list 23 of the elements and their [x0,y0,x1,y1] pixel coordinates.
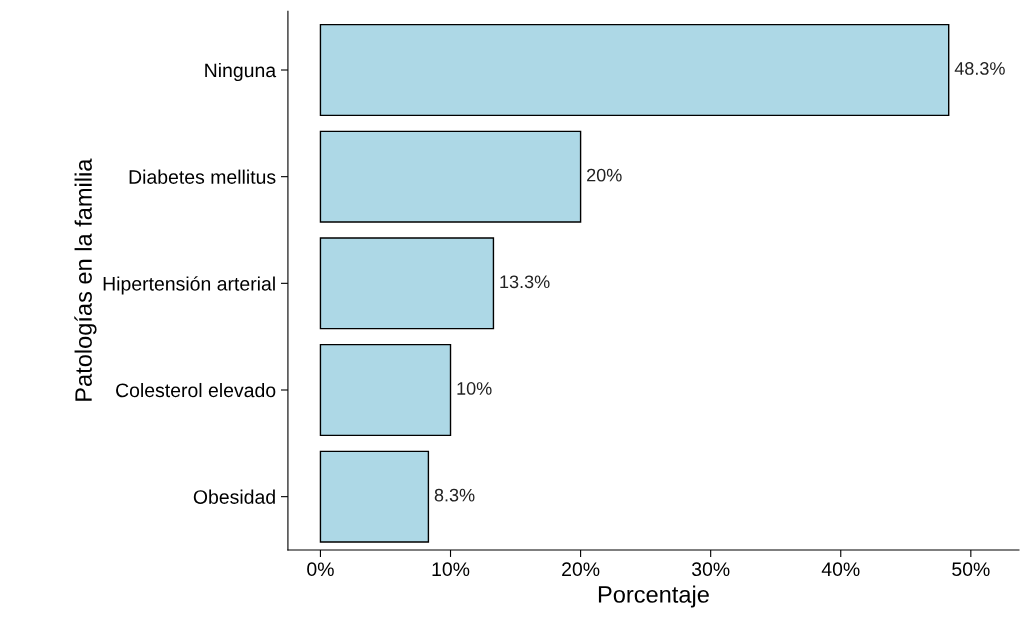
bar [319,237,495,330]
y-tick-label: Diabetes mellitus [129,169,276,184]
data-label: 48.3% [954,62,1005,75]
bar [319,343,452,437]
y-tick-label: Hipertensión arterial [103,276,275,295]
y-tick-label: Ninguna [205,62,277,82]
data-label: 20% [587,168,622,182]
x-tick-label: 40% [821,562,860,577]
y-axis-title: Patologías en la familia [74,158,97,401]
bar [319,130,582,223]
y-tick-label: Colesterol elevado [116,382,276,398]
data-label: 10% [457,382,492,395]
bar [319,23,950,117]
x-tick-label: 20% [562,562,600,577]
data-label: 8.3% [434,488,475,502]
bar [319,450,430,543]
x-tick-label: 10% [432,562,470,577]
x-tick-label: 0% [307,562,334,577]
y-tick-label: Obesidad [193,489,275,504]
x-tick-label: 50% [952,562,990,577]
data-label: 13.3% [500,275,550,289]
x-axis-title: Porcentaje [598,585,709,608]
x-tick-label: 30% [691,562,730,577]
